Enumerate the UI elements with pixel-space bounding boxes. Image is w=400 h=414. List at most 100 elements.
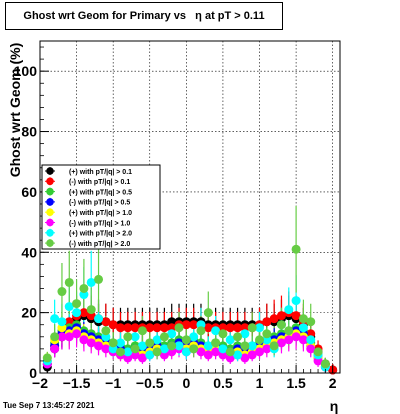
data-point (255, 323, 265, 333)
data-point (225, 323, 235, 333)
data-point (86, 277, 96, 287)
data-point (130, 332, 140, 342)
data-point (181, 347, 191, 357)
y-tick-label: 20 (21, 305, 37, 321)
data-point (86, 305, 96, 315)
data-point (79, 308, 89, 318)
data-point (291, 311, 301, 321)
data-point (218, 329, 228, 339)
y-tick-labels: 0 20 40 60 80 100 (14, 63, 38, 381)
data-point (174, 323, 184, 333)
x-tick-label: −1.5 (63, 375, 91, 391)
data-point (159, 344, 169, 354)
data-point (189, 332, 199, 342)
data-point (57, 287, 67, 297)
axis-ticks (39, 46, 334, 374)
legend-label: (+) with pT/|q| > 2.0 (69, 231, 132, 238)
data-point (276, 338, 286, 348)
data-point (203, 341, 213, 351)
data-point (79, 335, 89, 345)
legend-marker (46, 208, 54, 216)
data-point (284, 305, 294, 315)
x-tick-label: −2 (32, 375, 48, 391)
data-point (196, 326, 206, 336)
data-point (101, 344, 111, 354)
y-tick-label: 100 (14, 63, 38, 79)
legend-marker (46, 218, 54, 227)
data-point (101, 317, 111, 327)
data-point (72, 308, 82, 318)
data-point (94, 341, 104, 351)
data-point (298, 314, 308, 324)
data-point (159, 323, 169, 333)
data-point (115, 347, 125, 357)
data-point (211, 338, 221, 348)
data-point (181, 320, 191, 330)
data-point (50, 332, 60, 342)
data-point (203, 308, 213, 318)
chart-title: Ghost wrt Geom for Primary vs η at pT > … (23, 10, 265, 22)
data-point (284, 335, 294, 345)
data-point (269, 314, 279, 324)
data-point (225, 335, 235, 345)
data-point (240, 341, 250, 351)
data-point (262, 317, 272, 327)
data-point (298, 323, 308, 333)
data-point (291, 332, 301, 342)
data-point (86, 338, 96, 348)
data-point (115, 338, 125, 348)
data-point (218, 344, 228, 354)
legend: (+) with pT/|q| > 0.1 (-) with pT/|q| > 0… (41, 164, 161, 250)
data-point (225, 347, 235, 357)
data-point (189, 320, 199, 330)
data-point (130, 344, 140, 354)
data-point (240, 353, 250, 363)
legend-marker (46, 198, 54, 206)
legend-marker (46, 167, 54, 175)
data-point (298, 335, 308, 345)
data-point (108, 338, 118, 348)
y-tick-label: 80 (21, 124, 37, 140)
data-point (196, 347, 206, 357)
legend-marker (46, 239, 54, 247)
data-point (203, 323, 213, 333)
timestamp: Tue Sep 7 13:45:27 2021 (3, 401, 95, 410)
data-point (123, 347, 133, 357)
data-point (123, 323, 133, 333)
data-point (276, 320, 286, 330)
data-point (145, 338, 155, 348)
x-tick-label: 1 (256, 375, 264, 391)
data-point (240, 329, 250, 339)
data-point (181, 335, 191, 345)
data-point (72, 329, 82, 339)
data-point (145, 323, 155, 333)
y-tick-label: 60 (21, 184, 37, 200)
data-point (233, 323, 243, 333)
data-point (152, 347, 162, 357)
data-point (123, 332, 133, 342)
data-point (79, 283, 89, 293)
data-point (108, 320, 118, 330)
data-point (211, 326, 221, 336)
data-point (306, 335, 316, 345)
data-point (233, 332, 243, 342)
data-point (64, 277, 74, 287)
x-axis-label: η (330, 398, 339, 414)
x-tick-labels: −2 −1.5 −1 −0.5 0 0.5 1 1.5 2 (32, 375, 337, 391)
data-point (94, 274, 104, 284)
data-point (203, 350, 213, 360)
data-point (130, 323, 140, 333)
data-point (320, 359, 330, 369)
legend-box (41, 164, 161, 250)
legend-label: (+) with pT/|q| > 0.1 (69, 169, 132, 176)
x-tick-label: 2 (329, 375, 337, 391)
data-point (152, 335, 162, 345)
data-point (284, 326, 294, 336)
y-tick-label: 0 (29, 365, 37, 381)
data-point (64, 332, 74, 342)
legend-label: (-) with pT/|q| > 0.1 (69, 179, 130, 186)
data-point (72, 299, 82, 309)
data-point (159, 332, 169, 342)
data-point (233, 350, 243, 360)
